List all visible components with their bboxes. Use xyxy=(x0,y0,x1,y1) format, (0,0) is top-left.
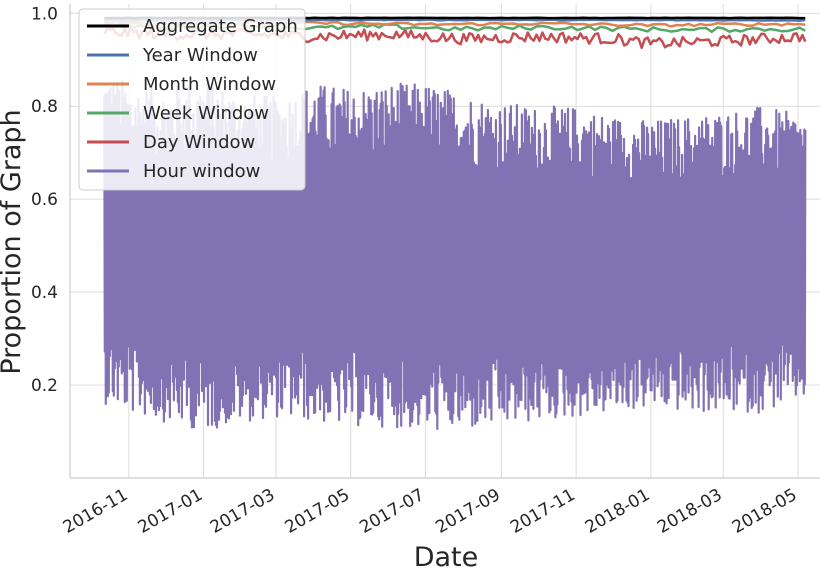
legend-box xyxy=(78,8,306,191)
y-tick-label: 0.6 xyxy=(31,190,58,210)
x-axis-title: Date xyxy=(414,542,479,573)
legend: Aggregate Graph Year Window Month Window We… xyxy=(78,8,306,191)
legend-entry-label: Hour window xyxy=(143,161,260,182)
axes xyxy=(69,4,820,479)
y-tick-label: 0.4 xyxy=(31,283,58,303)
y-tick-label: 0.8 xyxy=(31,97,58,117)
legend-entry-label: Aggregate Graph xyxy=(143,16,298,37)
legend-entry-label: Week Window xyxy=(143,103,269,124)
legend-entry-label: Day Window xyxy=(143,132,255,153)
legend-entry-label: Month Window xyxy=(143,74,276,95)
y-tick-label: 1.0 xyxy=(31,4,58,24)
y-axis-title: Proportion of Graph xyxy=(0,109,27,374)
legend-entry-label: Year Window xyxy=(142,45,258,66)
series-hour-window xyxy=(103,80,807,430)
y-tick-label: 0.2 xyxy=(31,376,58,396)
